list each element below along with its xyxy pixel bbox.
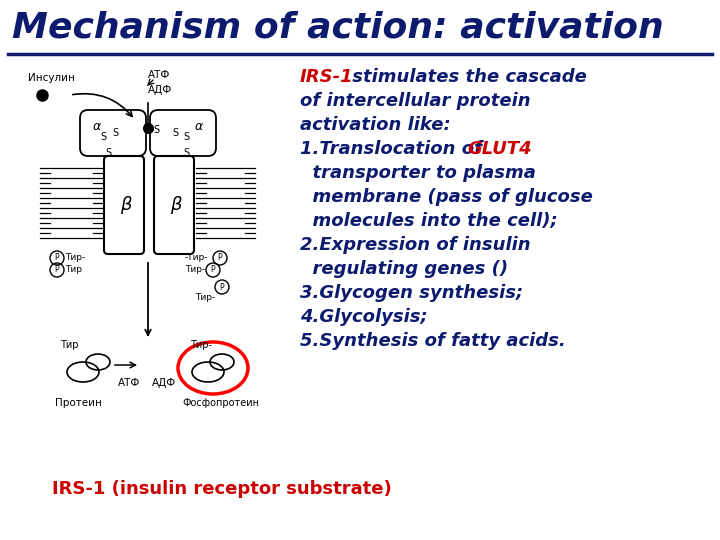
Text: S: S <box>183 132 189 142</box>
Text: АТФ: АТФ <box>148 70 171 80</box>
Text: 1.Translocation of: 1.Translocation of <box>300 140 488 158</box>
Text: P: P <box>55 253 59 262</box>
Text: 5.Synthesis of fatty acids.: 5.Synthesis of fatty acids. <box>300 332 566 350</box>
Text: Тир: Тир <box>60 340 78 350</box>
Text: 3.Glycogen synthesis;: 3.Glycogen synthesis; <box>300 284 523 302</box>
Text: -Тир-: -Тир- <box>185 253 209 262</box>
Text: stimulates the cascade: stimulates the cascade <box>346 68 587 86</box>
Text: Mechanism of action: activation: Mechanism of action: activation <box>12 10 664 44</box>
Text: membrane (pass of glucose: membrane (pass of glucose <box>300 188 593 206</box>
Text: β: β <box>170 196 181 214</box>
Text: Фосфопротеин: Фосфопротеин <box>182 398 259 408</box>
Text: molecules into the cell);: molecules into the cell); <box>300 212 558 230</box>
Text: α: α <box>195 119 203 132</box>
Text: S–S: S–S <box>143 125 160 135</box>
Text: Тир-: Тир- <box>190 340 212 350</box>
Text: АДФ: АДФ <box>148 85 172 95</box>
Text: S: S <box>172 128 178 138</box>
Text: Тир: Тир <box>65 266 82 274</box>
Text: β: β <box>120 196 132 214</box>
Text: P: P <box>217 253 222 262</box>
Text: S: S <box>105 148 111 158</box>
Text: GLUT4: GLUT4 <box>467 140 531 158</box>
Text: Тир-: Тир- <box>65 253 85 262</box>
Text: α: α <box>93 119 102 132</box>
Text: transporter to plasma: transporter to plasma <box>300 164 536 182</box>
Text: IRS-1: IRS-1 <box>300 68 354 86</box>
Text: АТФ: АТФ <box>118 378 140 388</box>
Text: Протеин: Протеин <box>55 398 102 408</box>
Text: АДФ: АДФ <box>152 378 176 388</box>
Text: IRS-1 (insulin receptor substrate): IRS-1 (insulin receptor substrate) <box>52 480 392 498</box>
Text: 4.Glycolysis;: 4.Glycolysis; <box>300 308 428 326</box>
Text: P: P <box>220 282 225 292</box>
Text: P: P <box>55 266 59 274</box>
Text: Тир-: Тир- <box>185 266 205 274</box>
Text: S: S <box>112 128 118 138</box>
Text: Инсулин: Инсулин <box>28 73 75 83</box>
Text: activation like:: activation like: <box>300 116 451 134</box>
Text: of intercellular protein: of intercellular protein <box>300 92 531 110</box>
Text: P: P <box>211 266 215 274</box>
Text: S: S <box>183 148 189 158</box>
Text: regulating genes (): regulating genes () <box>300 260 508 278</box>
Text: Тир-: Тир- <box>195 294 215 302</box>
Text: 2.Expression of insulin: 2.Expression of insulin <box>300 236 531 254</box>
Text: S: S <box>100 132 106 142</box>
